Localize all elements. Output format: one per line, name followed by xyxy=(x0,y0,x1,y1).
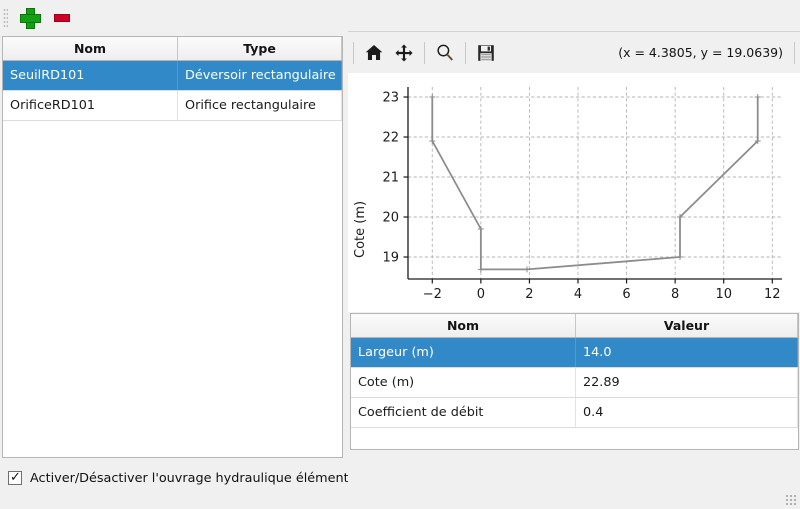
plus-icon xyxy=(20,8,41,29)
remove-structure-button[interactable] xyxy=(48,4,76,31)
window-resize-grip[interactable] xyxy=(785,494,797,506)
minus-icon xyxy=(54,13,70,22)
structures-table[interactable]: Nom Type SeuilRD101 Déversoir rectangula… xyxy=(2,36,343,458)
enable-structure-row: Activer/Désactiver l'ouvrage hydraulique… xyxy=(0,463,373,493)
cross-section-plot[interactable]: −2 0 2 4 6 8 10 12 19 20 21 22 23 Cote (m) xyxy=(348,73,800,312)
column-header-nom[interactable]: Nom xyxy=(3,37,178,60)
cell-param-value[interactable]: 0.4 xyxy=(576,398,798,427)
plot-canvas: −2 0 2 4 6 8 10 12 19 20 21 22 23 Cote (m) xyxy=(348,73,800,312)
svg-text:−2: −2 xyxy=(423,287,442,302)
home-icon[interactable] xyxy=(359,38,389,68)
table-row[interactable]: Coefficient de débit 0.4 xyxy=(351,398,798,428)
toolbar-separator xyxy=(465,41,466,64)
save-icon[interactable] xyxy=(471,38,501,68)
plot-navigation-toolbar: (x = 4.3805, y = 19.0639) xyxy=(348,31,800,73)
svg-text:19: 19 xyxy=(382,251,399,266)
magnifier-icon[interactable] xyxy=(430,38,460,68)
plot-ticks xyxy=(403,96,773,284)
table-row[interactable]: OrificeRD101 Orifice rectangulaire xyxy=(3,91,342,121)
cell-type: Orifice rectangulaire xyxy=(178,91,342,120)
cell-param-value[interactable]: 22.89 xyxy=(576,368,798,397)
toolbar-separator xyxy=(794,41,795,64)
cursor-coordinates-readout: (x = 4.3805, y = 19.0639) xyxy=(618,45,783,60)
svg-text:8: 8 xyxy=(671,287,679,302)
cell-param-value[interactable]: 14.0 xyxy=(576,338,798,367)
cell-nom: OrificeRD101 xyxy=(3,91,178,120)
toolbar-separator xyxy=(424,41,425,64)
svg-text:21: 21 xyxy=(382,171,399,186)
svg-text:12: 12 xyxy=(764,287,781,302)
svg-text:10: 10 xyxy=(715,287,732,302)
plot-ylabel: Cote (m) xyxy=(353,201,368,258)
cell-type: Déversoir rectangulaire xyxy=(178,61,342,90)
right-panel: (x = 4.3805, y = 19.0639) −2 0 2 4 6 8 10 12 19 2… xyxy=(348,0,800,509)
toolbar-separator xyxy=(353,41,354,64)
toolbar-drag-handle[interactable] xyxy=(3,8,8,28)
plot-axes-frame xyxy=(407,87,782,280)
table-row[interactable]: SeuilRD101 Déversoir rectangulaire xyxy=(3,61,342,91)
structures-toolbar xyxy=(0,0,345,35)
cell-param-name: Cote (m) xyxy=(351,368,576,397)
move-icon[interactable] xyxy=(389,38,419,68)
cell-param-name: Largeur (m) xyxy=(351,338,576,367)
column-header-nom[interactable]: Nom xyxy=(351,314,576,337)
svg-text:2: 2 xyxy=(525,287,533,302)
plot-tick-labels: −2 0 2 4 6 8 10 12 19 20 21 22 23 xyxy=(382,91,780,302)
svg-text:0: 0 xyxy=(477,287,485,302)
table-row[interactable]: Cote (m) 22.89 xyxy=(351,368,798,398)
svg-text:22: 22 xyxy=(382,131,399,146)
structures-table-header: Nom Type xyxy=(3,37,342,61)
table-row[interactable]: Largeur (m) 14.0 xyxy=(351,338,798,368)
svg-text:6: 6 xyxy=(622,287,630,302)
plot-gridlines xyxy=(408,87,782,279)
svg-text:20: 20 xyxy=(382,211,399,226)
add-structure-button[interactable] xyxy=(14,4,42,31)
cell-param-name: Coefficient de débit xyxy=(351,398,576,427)
cell-nom: SeuilRD101 xyxy=(3,61,178,90)
parameters-table-header: Nom Valeur xyxy=(351,314,798,338)
enable-structure-label: Activer/Désactiver l'ouvrage hydraulique… xyxy=(30,470,373,486)
column-header-type[interactable]: Type xyxy=(178,37,342,60)
svg-text:4: 4 xyxy=(574,287,582,302)
column-header-valeur[interactable]: Valeur xyxy=(576,314,798,337)
plot-series xyxy=(429,94,761,273)
left-panel: Nom Type SeuilRD101 Déversoir rectangula… xyxy=(0,0,373,509)
parameters-table[interactable]: Nom Valeur Largeur (m) 14.0 Cote (m) 22.… xyxy=(350,313,799,450)
enable-structure-checkbox[interactable] xyxy=(8,469,22,486)
svg-text:23: 23 xyxy=(382,91,399,106)
